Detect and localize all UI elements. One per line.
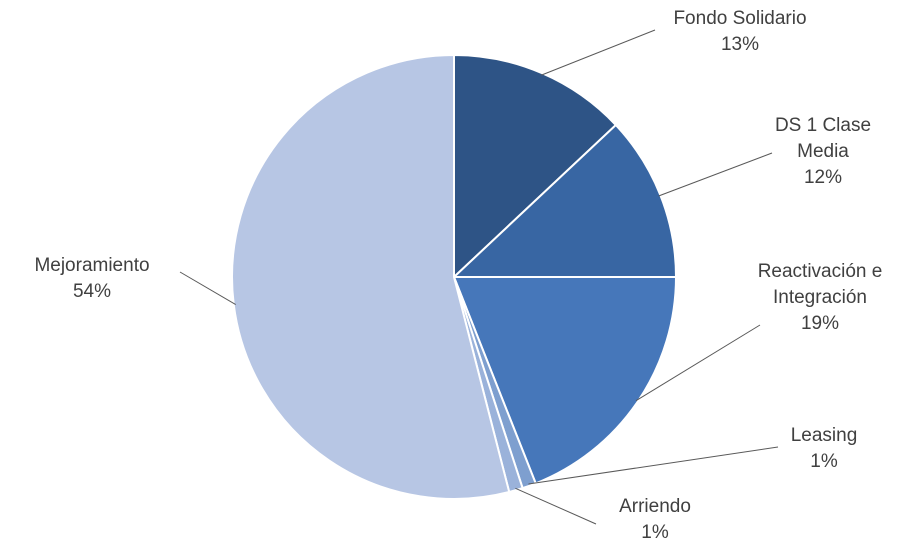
leader-line-leasing (528, 446, 779, 485)
pie-slices (231, 53, 678, 500)
slice-percent: 1% (641, 522, 669, 543)
pie-slice-mejoramiento (231, 53, 511, 500)
slice-label-mejoramiento: Mejoramiento 54% (34, 255, 149, 302)
slice-labels: Fondo Solidario 13% DS 1 Clase Media 12% Reac… (34, 8, 882, 543)
slice-percent: 13% (721, 34, 759, 55)
slice-name-line: Leasing (791, 425, 858, 446)
pie-slice-fondo-solidario (453, 53, 618, 280)
slice-label-arriendo: Arriendo 1% (619, 496, 691, 543)
slice-name-line: Fondo Solidario (673, 8, 806, 29)
slice-name-line: Integración (773, 287, 867, 308)
pie-slice-reactivacion-e-integracion (452, 276, 678, 485)
slice-label-leasing: Leasing 1% (791, 425, 858, 472)
slice-name-line: Arriendo (619, 496, 691, 517)
slice-name-line: Mejoramiento (34, 255, 149, 276)
slice-name-line: Reactivación e (758, 261, 883, 282)
slice-percent: 12% (804, 167, 842, 188)
slice-name-line: Media (797, 141, 849, 162)
slice-percent: 54% (73, 281, 111, 302)
leader-line-mejoramiento (179, 271, 236, 306)
leader-line-ds-1-clase-media (658, 152, 773, 197)
slice-percent: 1% (810, 451, 838, 472)
leader-line-reactivacion-e-integracion (635, 324, 761, 402)
leader-line-fondo-solidario (541, 29, 656, 76)
slice-percent: 19% (801, 313, 839, 334)
slice-label-fondo-solidario: Fondo Solidario 13% (673, 8, 806, 55)
leader-lines (179, 29, 779, 525)
slice-name-line: DS 1 Clase (775, 115, 871, 136)
slice-label-ds-1-clase-media: DS 1 Clase Media 12% (775, 115, 871, 188)
leader-line-arriendo (515, 487, 597, 525)
slice-label-reactivacion-e-integracion: Reactivación e Integración 19% (758, 261, 883, 334)
